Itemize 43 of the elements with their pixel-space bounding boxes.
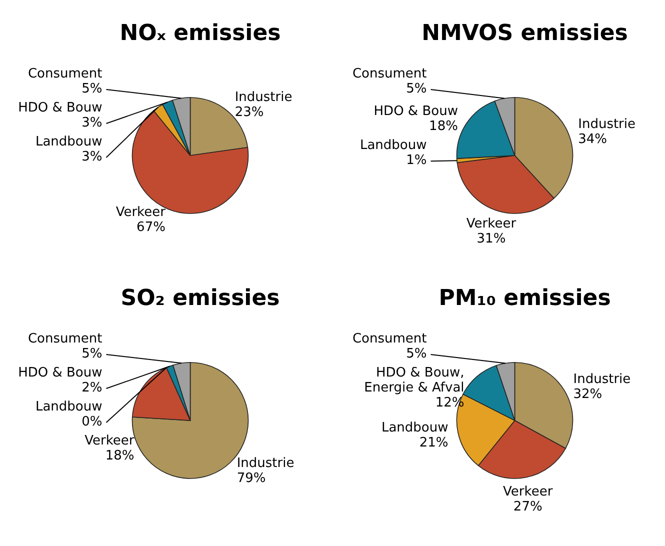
data-label: 2% <box>82 380 102 396</box>
data-label: 67% <box>136 220 166 235</box>
data-label: 32% <box>573 386 602 402</box>
slice-label: Consument <box>28 66 102 82</box>
data-label: 5% <box>82 82 102 96</box>
data-label: 5% <box>406 346 427 362</box>
data-label: 34% <box>578 132 608 147</box>
slice-label: Verkeer <box>84 434 135 448</box>
slice-label: HDO & Bouw <box>374 104 458 120</box>
data-label: 21% <box>419 436 448 451</box>
slice-label: HDO & Bouw, Energie & Afval <box>364 366 464 396</box>
data-label: 31% <box>476 232 506 247</box>
slice-label: HDO & Bouw <box>18 366 103 380</box>
data-label: 5% <box>82 346 102 362</box>
slice-label: Industrie <box>236 456 294 472</box>
text: 0% <box>82 414 102 430</box>
slice-label: Industrie <box>573 372 631 387</box>
slice-label: Verkeer <box>466 216 517 232</box>
slice-label: Landbouw <box>381 420 449 436</box>
slice-label: Consument <box>352 66 427 82</box>
slice-label: Verkeer <box>116 204 166 220</box>
slice-label: Landbouw <box>35 134 103 150</box>
category-label: Landbouw <box>35 400 102 414</box>
data-label: 1% <box>406 153 427 168</box>
chart-title: NMVOS emissies <box>422 21 628 46</box>
slice-label: Industrie <box>578 116 636 132</box>
slice-label: Consument <box>352 332 427 346</box>
data-label: 79% <box>236 471 266 486</box>
slice-label: Verkeer <box>503 484 554 500</box>
data-label: 5% <box>406 82 427 96</box>
slice-label: Landbouw <box>360 138 428 154</box>
slice-label: Consument <box>28 332 102 346</box>
data-label: 27% <box>513 499 542 514</box>
slice-label: Industrie <box>234 90 292 106</box>
chart-title: NOₓ emissies <box>120 21 281 46</box>
slice-label: HDO & Bouw <box>18 100 103 116</box>
data-label: 18% <box>429 119 458 134</box>
data-label: 18% <box>105 448 134 464</box>
chart-title: SO₂ emissies <box>120 286 280 311</box>
chart-title: PM₁₀ emissies <box>438 286 611 311</box>
data-label: 23% <box>234 105 264 120</box>
data-label: 3% <box>82 150 102 164</box>
data-label: 3% <box>82 116 102 130</box>
